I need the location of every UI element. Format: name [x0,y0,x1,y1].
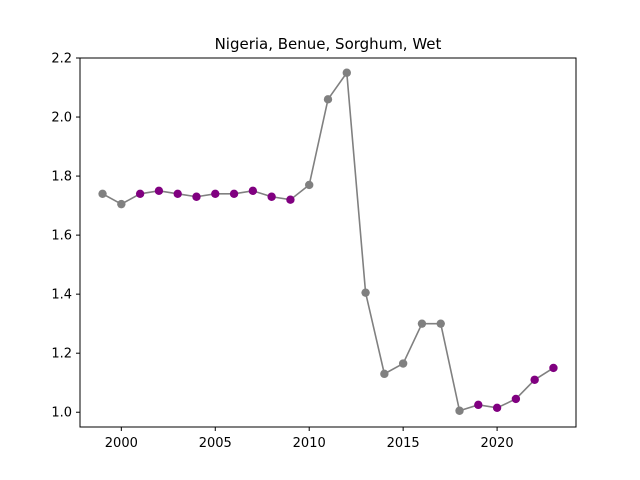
data-point-2006 [229,189,239,198]
data-point-2021 [511,394,521,404]
data-point-2001 [135,189,145,198]
data-point-1999 [98,189,107,198]
x-tick-label: 2015 [387,436,420,451]
x-tick-label: 2010 [293,436,326,451]
series-layer [98,68,558,415]
plot-frame [79,57,577,428]
data-point-2022 [530,375,539,384]
chart-title: Nigeria, Benue, Sorghum, Wet [215,35,442,53]
data-point-2008 [267,192,276,201]
data-point-2020 [492,403,502,413]
data-point-2012 [342,68,351,77]
data-point-2002 [154,186,164,196]
y-tick-label: 1.2 [51,347,72,362]
y-tick-label: 1.6 [51,229,72,244]
y-tick-label: 1.0 [51,406,72,421]
data-point-2017 [436,319,445,328]
data-point-2000 [117,199,126,209]
x-tick-label: 2020 [481,436,514,451]
data-point-2009 [286,195,295,204]
data-point-2023 [549,363,558,373]
y-tick-label: 1.4 [51,288,72,303]
data-point-2005 [211,189,220,198]
data-point-2015 [398,359,408,368]
y-tick-label: 2.2 [51,52,72,67]
y-tick-label: 2.0 [51,111,72,126]
data-point-2014 [380,369,389,379]
tick-layer: 2000 2005 2010 2015 2020 1.0 1.2 1.4 1.6 1.8 2.0 2.… [51,52,513,452]
x-tick-label: 2000 [105,436,138,451]
data-point-2004 [192,192,201,201]
y-tick-label: 1.8 [51,170,72,185]
data-point-2019 [474,400,483,410]
data-point-2018 [455,406,464,415]
data-point-2011 [323,95,333,104]
data-point-2010 [305,180,314,190]
data-point-2016 [417,319,427,328]
x-tick-label: 2005 [199,436,232,451]
data-point-2013 [361,288,370,297]
data-point-2007 [248,186,258,196]
data-point-2003 [173,189,182,198]
